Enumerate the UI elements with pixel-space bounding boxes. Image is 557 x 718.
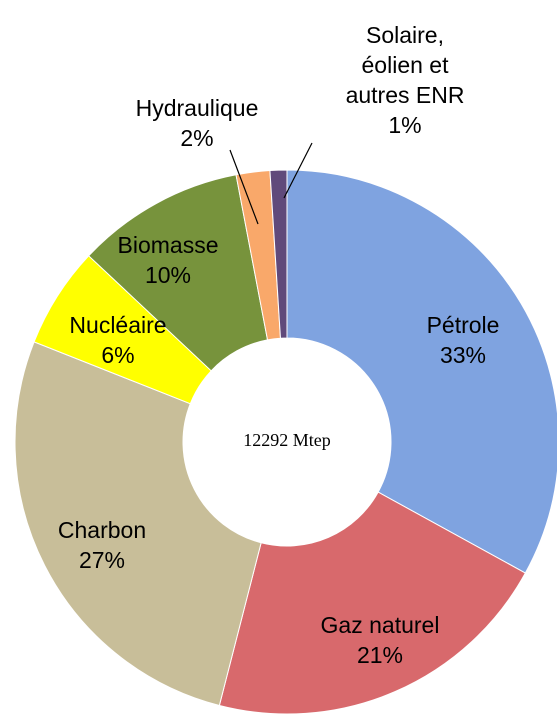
value-label: 21% bbox=[356, 642, 404, 668]
category-name: Pétrole bbox=[426, 312, 500, 338]
category-name: Nucléaire bbox=[69, 312, 167, 338]
value-label: 2% bbox=[180, 125, 214, 151]
slice-label: Solaire, éolien et autres ENR 1% bbox=[335, 20, 475, 140]
slice bbox=[14, 341, 262, 707]
value-label: 33% bbox=[439, 342, 487, 368]
slice-label: Charbon 27% bbox=[58, 515, 146, 575]
value-label: 1% bbox=[388, 112, 422, 138]
slice bbox=[269, 169, 288, 339]
slice-label: Biomasse 10% bbox=[118, 230, 219, 290]
leader-line bbox=[283, 142, 313, 199]
category-name: Gaz naturel bbox=[320, 612, 440, 638]
slices bbox=[14, 169, 557, 715]
category-name: Solaire, éolien et autres ENR bbox=[345, 22, 465, 108]
value-label: 10% bbox=[144, 262, 192, 288]
slice-label: Hydraulique 2% bbox=[136, 93, 259, 153]
category-name: Biomasse bbox=[117, 232, 219, 258]
slice-label: Nucléaire 6% bbox=[69, 310, 166, 370]
value-label: 6% bbox=[101, 342, 135, 368]
center-label: 12292 Mtep bbox=[243, 430, 331, 450]
slice bbox=[88, 174, 269, 372]
leader-line bbox=[229, 149, 259, 225]
slice bbox=[286, 169, 557, 574]
slice-label: Gaz naturel 21% bbox=[321, 610, 440, 670]
slice-label: Pétrole 33% bbox=[427, 310, 500, 370]
slice bbox=[218, 491, 527, 715]
category-name: Hydraulique bbox=[135, 95, 259, 121]
category-name: Charbon bbox=[57, 517, 147, 543]
value-label: 27% bbox=[78, 547, 126, 573]
